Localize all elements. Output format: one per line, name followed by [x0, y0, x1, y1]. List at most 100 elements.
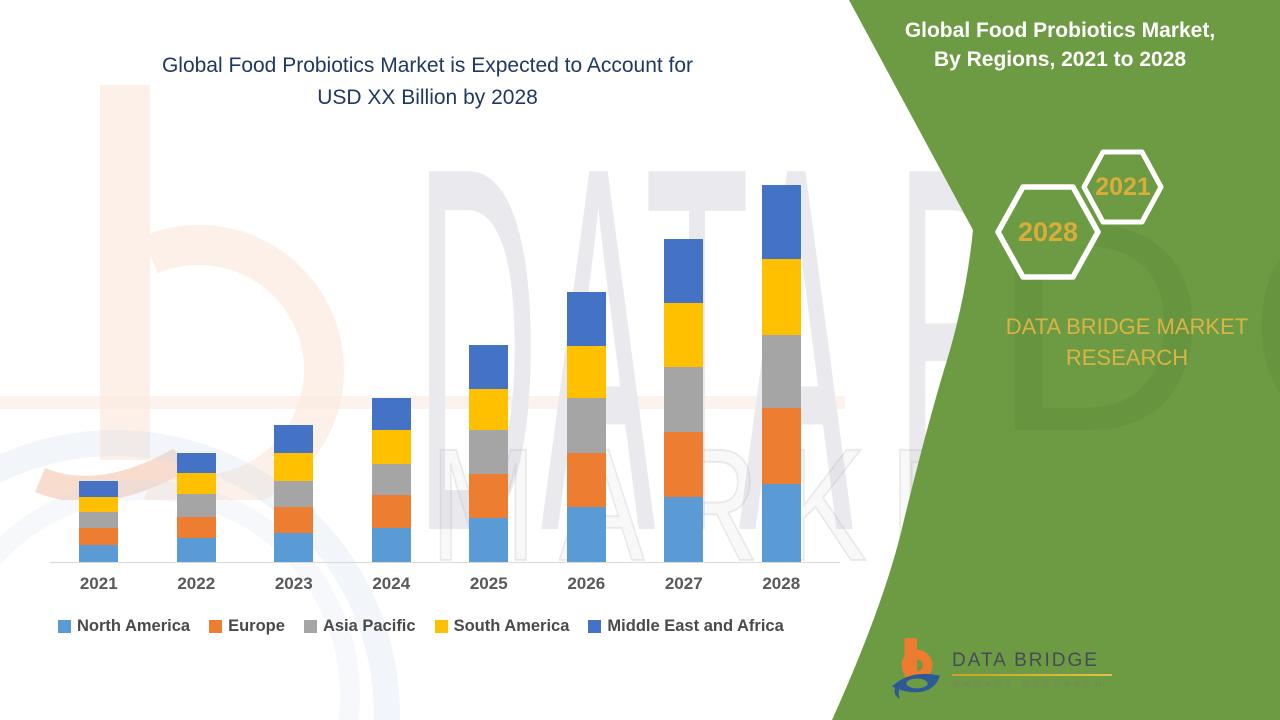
bar-column-2021: 2021 — [50, 168, 148, 594]
legend-item-south-america: South America — [434, 617, 570, 636]
footer-logo-rule — [952, 673, 1112, 676]
hexagon-year-2021: 2021 — [1095, 173, 1151, 201]
bar-segment-south-america — [79, 497, 119, 512]
footer-logo: DATA BRIDGE MARKET RESEARCH — [890, 636, 1112, 702]
bar-segment-north-america — [274, 533, 314, 562]
x-axis-label-2027: 2027 — [664, 574, 703, 593]
panel-title-line1: Global Food Probiotics Market, — [904, 19, 1216, 42]
legend-label-south-america: South America — [453, 617, 570, 635]
panel-brand-text: DATA BRIDGE MARKET RESEARCH — [967, 311, 1280, 373]
stacked-bar-2023 — [274, 425, 314, 562]
x-axis-line — [50, 562, 840, 563]
stacked-bar-2028 — [761, 185, 801, 562]
bar-segment-south-america — [761, 259, 801, 335]
legend-item-middle-east-and-africa: Middle East and Africa — [588, 617, 784, 636]
stacked-bar-2022 — [176, 453, 216, 562]
panel-title-line2: By Regions, 2021 to 2028 — [933, 48, 1187, 71]
data-bridge-b-logo-icon — [891, 638, 941, 699]
bar-segment-middle-east-and-africa — [664, 239, 704, 303]
bar-segment-europe — [566, 453, 606, 507]
legend-label-europe: Europe — [228, 617, 285, 635]
bar-column-2024: 2024 — [343, 168, 441, 594]
bar-segment-europe — [761, 408, 801, 484]
bar-segment-south-america — [274, 453, 314, 481]
legend-item-asia-pacific: Asia Pacific — [303, 617, 416, 636]
stacked-bar-2024 — [371, 398, 411, 562]
bar-segment-asia-pacific — [274, 481, 314, 507]
bar-segment-middle-east-and-africa — [79, 481, 119, 497]
hexagon-2021-outline — [1081, 149, 1164, 225]
bar-segment-asia-pacific — [761, 335, 801, 408]
legend-label-middle-east-and-africa: Middle East and Africa — [607, 617, 784, 635]
bar-column-2022: 2022 — [148, 168, 246, 594]
chart-title: Global Food Probiotics Market is Expecte… — [95, 50, 760, 114]
x-axis-label-2028: 2028 — [762, 574, 801, 593]
bar-segment-europe — [79, 528, 119, 545]
bar-segment-middle-east-and-africa — [274, 425, 314, 453]
background-band — [0, 396, 845, 409]
bar-segment-middle-east-and-africa — [469, 345, 509, 389]
legend-marker-north-america — [58, 620, 71, 633]
bar-segment-europe — [371, 495, 411, 528]
bar-column-2026: 2026 — [538, 168, 636, 594]
bar-segment-europe — [664, 432, 704, 497]
chart-legend: North America Europe Asia Pacific South Ame… — [58, 617, 838, 636]
bar-segment-middle-east-and-africa — [176, 453, 216, 473]
bar-segment-asia-pacific — [176, 494, 216, 517]
legend-item-north-america: North America — [58, 617, 190, 636]
x-axis-label-2022: 2022 — [177, 574, 216, 593]
bar-segment-north-america — [761, 484, 801, 562]
chart-plot: 2021 2022 2023 2024 2025 2026 2027 2028 — [50, 168, 830, 594]
stacked-bar-2025 — [469, 345, 509, 562]
hexagon-year-2028: 2028 — [1017, 217, 1079, 247]
bar-column-2023: 2023 — [245, 168, 343, 594]
bar-column-2025: 2025 — [440, 168, 538, 594]
bar-column-2027: 2027 — [635, 168, 733, 594]
bar-segment-south-america — [469, 389, 509, 430]
bar-segment-middle-east-and-africa — [566, 292, 606, 346]
bar-segment-north-america — [664, 497, 704, 562]
stacked-bar-2026 — [566, 292, 606, 562]
x-axis-label-2025: 2025 — [469, 574, 508, 593]
footer-logo-subtitle: MARKET RESEARCH — [952, 678, 1106, 689]
legend-marker-middle-east-and-africa — [588, 620, 602, 633]
legend-label-asia-pacific: Asia Pacific — [322, 617, 416, 635]
x-axis-label-2021: 2021 — [79, 574, 118, 593]
legend-label-north-america: North America — [77, 617, 191, 635]
bar-segment-north-america — [176, 538, 216, 562]
legend-marker-south-america — [434, 620, 448, 633]
bar-segment-north-america — [566, 507, 606, 562]
bar-segment-middle-east-and-africa — [761, 185, 801, 259]
x-axis-label-2023: 2023 — [274, 574, 313, 593]
bar-column-2028: 2028 — [733, 168, 831, 594]
bar-segment-asia-pacific — [79, 512, 119, 528]
x-axis-label-2024: 2024 — [372, 574, 411, 593]
bar-segment-north-america — [79, 545, 119, 562]
bar-segment-south-america — [566, 346, 606, 398]
bar-segment-asia-pacific — [469, 430, 509, 474]
bar-segment-asia-pacific — [664, 367, 704, 432]
chart-title-line2: USD XX Billion by 2028 — [317, 86, 538, 109]
bar-segment-middle-east-and-africa — [371, 398, 411, 430]
bar-segment-asia-pacific — [566, 398, 606, 453]
legend-marker-europe — [209, 620, 223, 633]
chart-title-line1: Global Food Probiotics Market is Expecte… — [161, 54, 694, 77]
legend-item-europe: Europe — [209, 617, 285, 636]
bar-segment-europe — [469, 474, 509, 518]
bar-segment-north-america — [469, 518, 509, 562]
bar-segment-south-america — [176, 473, 216, 494]
stacked-bar-2021 — [79, 481, 119, 562]
stacked-bar-2027 — [664, 239, 704, 562]
legend-marker-asia-pacific — [303, 620, 317, 633]
panel-title: Global Food Probiotics Market, By Region… — [855, 16, 1265, 74]
bar-segment-europe — [274, 507, 314, 533]
bar-segment-north-america — [371, 528, 411, 562]
panel-brand-line2: RESEARCH — [1065, 345, 1189, 370]
hexagon-2028-outline — [995, 184, 1101, 280]
footer-logo-name: DATA BRIDGE — [952, 649, 1099, 671]
bar-segment-asia-pacific — [371, 464, 411, 495]
bar-segment-south-america — [664, 303, 704, 367]
bar-segment-europe — [176, 517, 216, 538]
